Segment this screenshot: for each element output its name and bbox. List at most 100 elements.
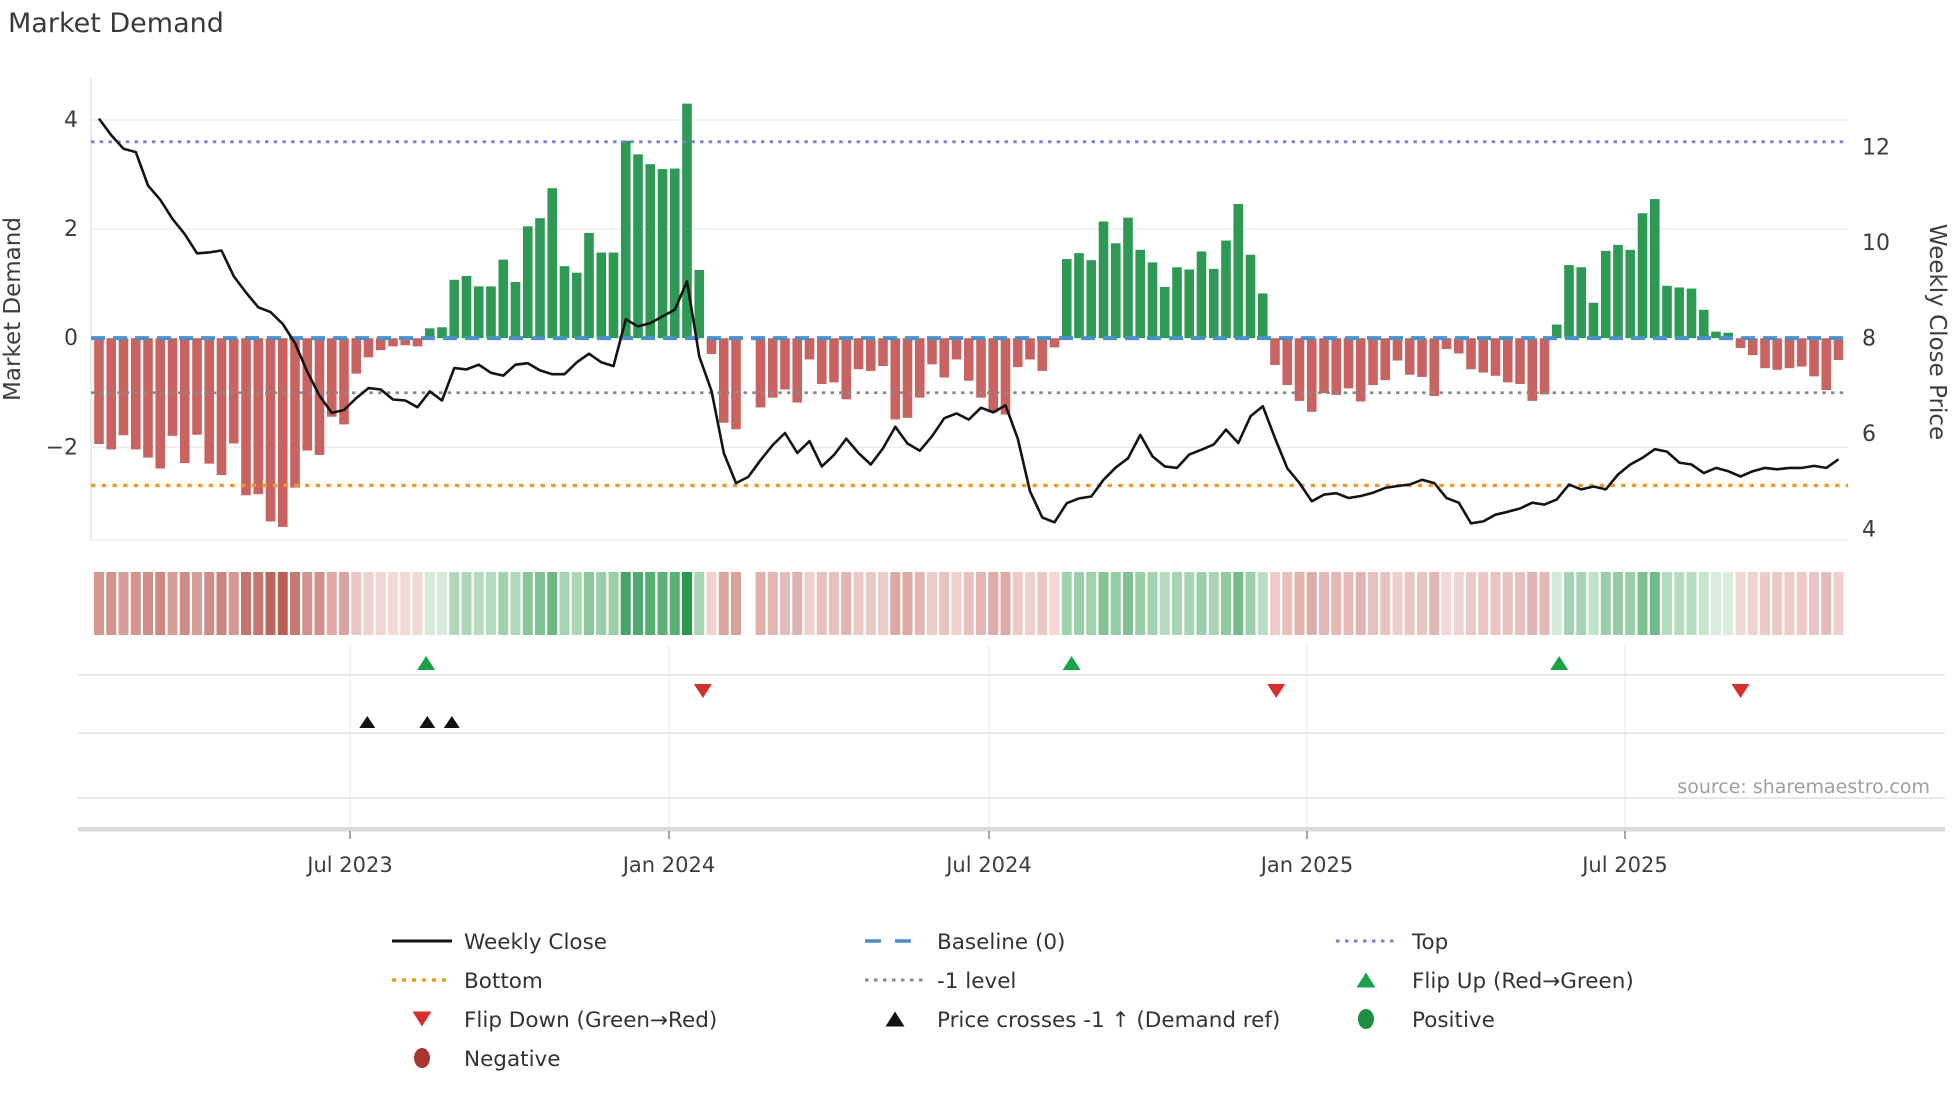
demand-bar-positive (1074, 253, 1084, 339)
heat-cell (755, 572, 766, 635)
right-tick-label: 4 (1862, 517, 1876, 542)
heat-cell (669, 572, 680, 635)
demand-bar-negative (1760, 338, 1770, 369)
demand-bar-negative (780, 338, 790, 390)
heat-cell (1049, 572, 1060, 635)
heat-cell (179, 572, 190, 635)
heat-cell (522, 572, 533, 635)
demand-bar-negative (1453, 338, 1464, 354)
legend-item: -1 level (865, 969, 1016, 994)
demand-bar-negative (1502, 338, 1513, 383)
demand-bar-negative (1392, 338, 1403, 361)
demand-bar-negative (167, 338, 178, 436)
demand-bar-negative (804, 338, 815, 360)
legend-label: Negative (464, 1047, 561, 1072)
x-tick-label: Jul 2025 (1580, 853, 1667, 877)
heat-cell (204, 572, 215, 635)
legend-label: Flip Up (Red→Green) (1412, 969, 1634, 994)
demand-bar-negative (1282, 338, 1293, 386)
heat-cell (1625, 572, 1636, 635)
demand-bar-positive (1245, 254, 1256, 339)
demand-bar-positive (1159, 286, 1170, 339)
demand-bar-negative (927, 338, 937, 365)
heat-cell (1551, 572, 1562, 635)
heat-cell (1600, 572, 1611, 635)
demand-bar-negative (1809, 338, 1819, 377)
heat-cell (1588, 572, 1599, 635)
heat-cell (927, 572, 937, 635)
x-axis: Jul 2023 Jan 2024 Jul 2024 Jan 2025 Jul 2025 (305, 831, 1668, 877)
left-tick-label: 2 (64, 217, 78, 242)
heat-cell (1012, 572, 1023, 635)
heat-cell (143, 572, 153, 635)
demand-bar-negative (253, 338, 264, 495)
demand-bar-negative (363, 338, 374, 358)
heat-cell (1796, 572, 1807, 635)
legend-item: Top (1336, 930, 1448, 955)
heat-cell (241, 572, 251, 635)
demand-bar-negative (1319, 338, 1329, 394)
right-tick-label: 6 (1862, 422, 1876, 447)
heat-cell (1502, 572, 1513, 635)
demand-bar-positive (669, 168, 680, 339)
demand-bar-positive (1110, 243, 1121, 339)
demand-bar-positive (584, 232, 594, 339)
demand-bar-negative (155, 338, 166, 469)
demand-bar-negative (1343, 338, 1354, 389)
demand-bar-negative (1796, 338, 1807, 367)
heat-cell (1747, 572, 1758, 635)
heat-cell (228, 572, 239, 635)
demand-bar-negative (816, 338, 827, 384)
demand-bar-positive (1625, 249, 1636, 339)
heat-cell (1539, 572, 1550, 635)
legend-triangle-up-icon (1356, 972, 1376, 988)
heat-cell (1637, 572, 1648, 635)
heatmap-strip (94, 572, 1844, 635)
legend: Weekly Close Baseline (0) Top Bottom -1 leve… (392, 930, 1634, 1072)
demand-bar-negative (939, 338, 950, 378)
demand-bar-negative (94, 338, 104, 444)
demand-bar-negative (118, 338, 129, 436)
demand-bar-positive (424, 328, 435, 339)
demand-bar-positive (1686, 288, 1697, 339)
heat-cell (718, 572, 729, 635)
legend-item: Bottom (392, 969, 543, 994)
demand-bar-negative (143, 338, 153, 458)
heat-cell (1343, 572, 1354, 635)
heat-cell (792, 572, 803, 635)
flip-down-marker (1267, 684, 1286, 698)
demand-bar-negative (241, 338, 251, 496)
heat-cell (694, 572, 705, 635)
heat-cell (657, 572, 668, 635)
heat-cell (1135, 572, 1146, 635)
demand-bar-positive (1184, 269, 1195, 339)
demand-bar-positive (461, 276, 472, 339)
demand-bar-negative (1466, 338, 1476, 370)
legend-circle-icon (414, 1048, 430, 1068)
heat-cell (559, 572, 570, 635)
heat-cell (388, 572, 398, 635)
demand-bar-negative (853, 338, 864, 370)
heat-cell (510, 572, 521, 635)
demand-bar-positive (547, 188, 558, 339)
heat-cell (1245, 572, 1256, 635)
demand-bar-positive (1147, 262, 1158, 339)
flip-down-marker (693, 684, 712, 698)
source-credit: source: sharemaestro.com (1677, 776, 1930, 798)
heat-cell (1184, 572, 1195, 635)
demand-bar-negative (388, 338, 398, 347)
legend-label: Flip Down (Green→Red) (464, 1008, 717, 1033)
heat-cell (167, 572, 178, 635)
heat-cell (1159, 572, 1170, 635)
heat-cell (988, 572, 999, 635)
demand-bar-positive (1172, 267, 1182, 339)
demand-bar-positive (1551, 324, 1562, 339)
demand-bar-negative (841, 338, 852, 400)
heat-cell (1368, 572, 1378, 635)
right-axis-label: Weekly Close Price (1924, 224, 1950, 440)
demand-bar-negative (1417, 338, 1427, 377)
heat-cell (976, 572, 986, 635)
heat-cell (253, 572, 264, 635)
demand-bar-positive (498, 259, 509, 339)
heat-cell (314, 572, 325, 635)
